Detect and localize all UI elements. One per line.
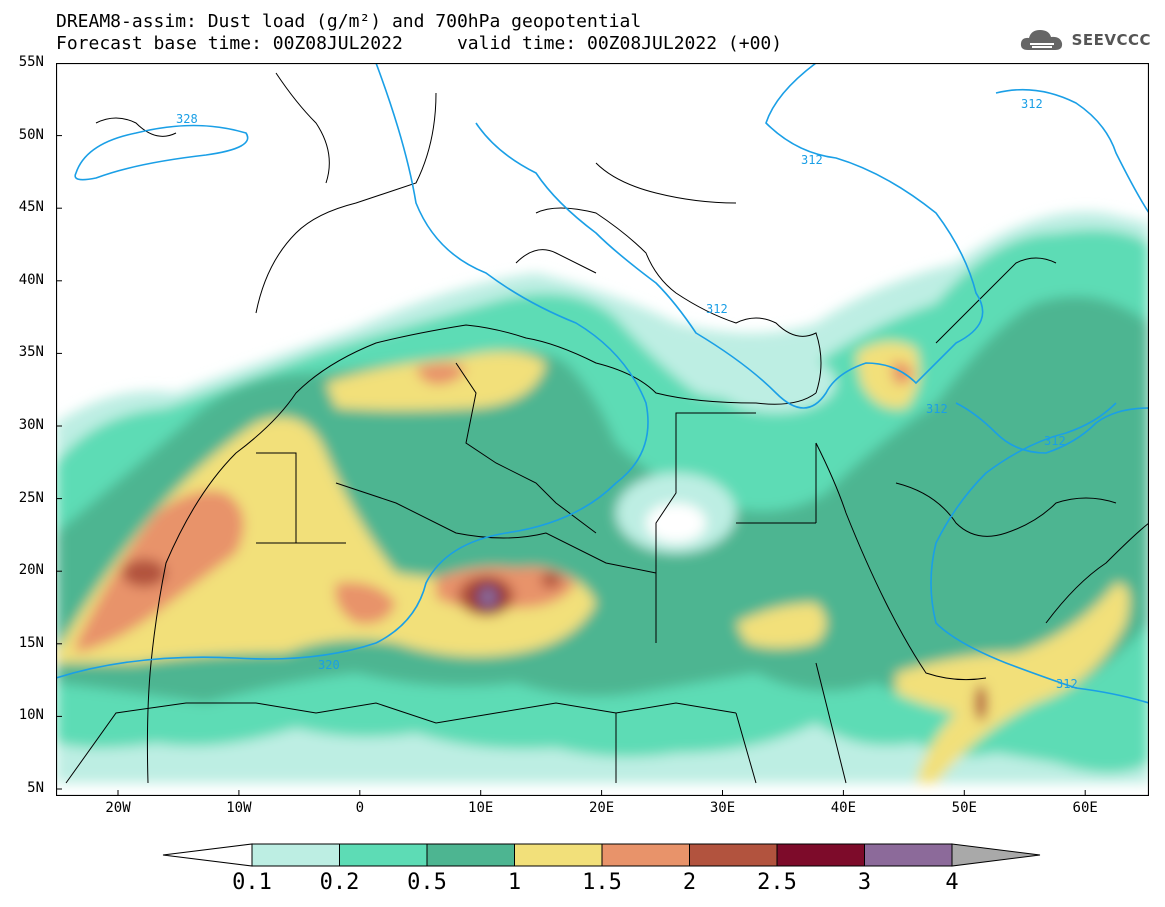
colorbar-cell bbox=[339, 843, 428, 867]
contour-label: 312 bbox=[926, 402, 948, 416]
axis-ticks bbox=[56, 63, 1086, 796]
longitude-label: 50E bbox=[951, 800, 977, 816]
longitude-label: 20E bbox=[588, 800, 615, 816]
colorbar bbox=[162, 843, 1041, 867]
contour-label: 320 bbox=[318, 658, 340, 672]
colorbar-cell bbox=[689, 843, 778, 867]
longitude-label: 20W bbox=[105, 800, 131, 816]
latitude-label: 15N bbox=[18, 634, 44, 651]
latitude-label: 25N bbox=[18, 489, 44, 506]
logo-text: SEEVCCC bbox=[1071, 31, 1151, 49]
colorbar-cell bbox=[864, 843, 953, 867]
colorbar-cell bbox=[601, 843, 690, 867]
longitude-label: 40E bbox=[830, 800, 857, 816]
longitude-label: 10E bbox=[468, 800, 494, 816]
colorbar-label: 0.1 bbox=[232, 870, 272, 895]
contour-label: 312 bbox=[1056, 677, 1078, 691]
cloud-logo-icon bbox=[1020, 30, 1062, 50]
map-frame bbox=[56, 63, 1149, 796]
contour-label: 312 bbox=[1021, 97, 1043, 111]
contour-label: 312 bbox=[801, 153, 823, 167]
colorbar-label: 2 bbox=[682, 870, 697, 895]
latitude-label: 40N bbox=[18, 271, 44, 288]
colorbar-label: 0.2 bbox=[319, 870, 360, 895]
colorbar-label: 1.5 bbox=[582, 870, 622, 895]
longitude-label: 60E bbox=[1072, 800, 1098, 816]
colorbar-upper-arrow bbox=[951, 843, 1041, 867]
colorbar-label: 3 bbox=[857, 870, 872, 895]
colorbar-label: 4 bbox=[945, 870, 959, 895]
longitude-label: 0 bbox=[355, 800, 365, 816]
colorbar-label: 0.5 bbox=[407, 870, 447, 895]
colorbar-cells bbox=[251, 843, 953, 867]
latitude-label: 5N bbox=[27, 780, 44, 796]
contour-label: 312 bbox=[1044, 434, 1066, 448]
coastlines bbox=[65, 72, 1149, 784]
colorbar-cell bbox=[251, 843, 340, 867]
map-title: DREAM8-assim: Dust load (g/m²) and 700hP… bbox=[56, 11, 642, 32]
map-subtitle: Forecast base time: 00Z08JUL2022 valid t… bbox=[56, 33, 783, 54]
contour-label-group: 328 312 312 312 312 312 312 320 bbox=[176, 97, 1078, 691]
latitude-label: 50N bbox=[18, 126, 44, 143]
colorbar-cell bbox=[776, 843, 865, 867]
longitude-label: 10W bbox=[226, 800, 252, 816]
seevccc-logo: SEEVCCC bbox=[1018, 26, 1151, 54]
latitude-label: 30N bbox=[18, 417, 44, 433]
colorbar-lower-arrow bbox=[162, 843, 253, 867]
contour-label: 328 bbox=[176, 112, 198, 126]
colorbar-label: 2.5 bbox=[757, 870, 797, 895]
latitude-label: 10N bbox=[18, 707, 44, 724]
colorbar-cell bbox=[514, 843, 603, 867]
geopotential-contours bbox=[56, 63, 1149, 704]
latitude-label: 55N bbox=[18, 54, 44, 70]
dust-field bbox=[56, 211, 1149, 784]
latitude-label: 35N bbox=[18, 344, 44, 361]
longitude-label: 30E bbox=[709, 800, 736, 816]
contour-label: 312 bbox=[706, 302, 728, 316]
latitude-label: 45N bbox=[18, 199, 44, 216]
latitude-label: 20N bbox=[18, 562, 44, 579]
dust-load-map: 328 312 312 312 312 312 312 320 bbox=[56, 63, 1149, 796]
colorbar-cell bbox=[426, 843, 515, 867]
colorbar-label: 1 bbox=[507, 870, 522, 895]
